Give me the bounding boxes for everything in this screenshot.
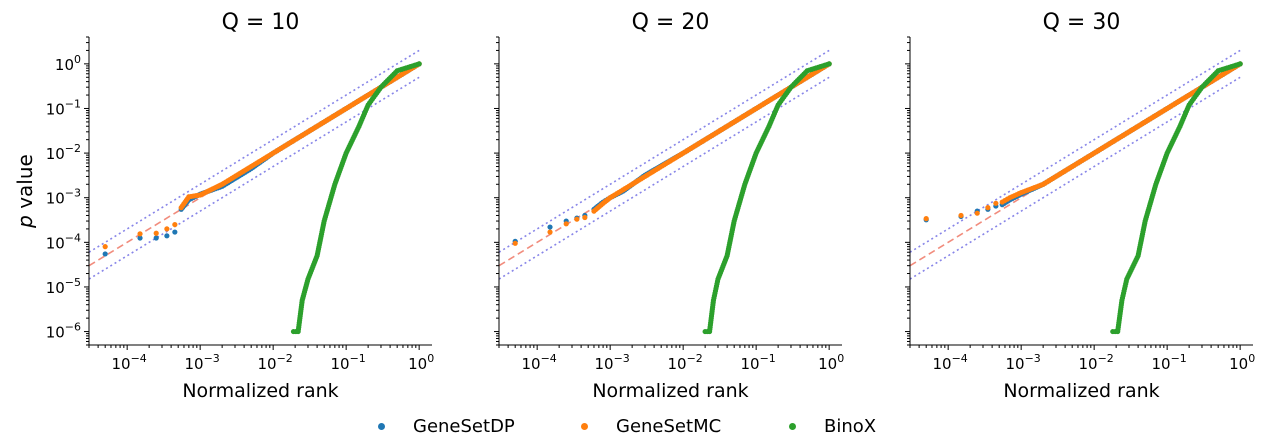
legend-item-binox: BinoX [789, 412, 876, 440]
series-binox [1110, 61, 1243, 335]
data-point [153, 230, 159, 236]
upper-bound-line [909, 49, 1241, 253]
data-point [547, 224, 553, 230]
data-point [958, 212, 964, 219]
x-axis-label: Normalized rank [1003, 380, 1159, 402]
tick-label: 10−2 [668, 352, 703, 373]
upper-bound-line [88, 49, 420, 253]
data-point [993, 200, 999, 206]
legend-item-genesetdp: GeneSetDP [378, 412, 515, 440]
panel-3: 10−4 10−3 10−2 10−1 100 Q = 30 Normalized rank [905, 10, 1255, 402]
data-point [102, 251, 108, 257]
tick-label: 10−1 [740, 352, 775, 373]
upper-bound-line [498, 49, 830, 253]
series-genesetmc [923, 61, 1243, 222]
series-genesetdp [923, 61, 1243, 223]
tick-label: 10−1 [1151, 352, 1186, 373]
data-point [153, 235, 159, 241]
x-axis-label: Normalized rank [182, 380, 338, 402]
tick-label: 10−3 [46, 187, 81, 208]
legend-label-binox: BinoX [824, 415, 877, 437]
legend-label-genesetmc: GeneSetMC [616, 415, 722, 437]
panel-1: 10−4 10−3 10−2 10−1 100 10−6 10−5 10−4 10−3 10−2 1… [13, 10, 434, 402]
data-point [923, 216, 929, 222]
panel-title: Q = 20 [632, 10, 710, 35]
tick-label: 100 [818, 352, 844, 373]
tick-label: 10−2 [46, 142, 81, 163]
panel-2: 10−4 10−3 10−2 10−1 100 Q = 20 Normalized rank [494, 10, 844, 402]
series-binox [290, 61, 422, 335]
tick-label: 10−2 [258, 352, 293, 373]
tick-label: 10−3 [185, 352, 220, 373]
data-point [582, 214, 588, 221]
legend-marker-genesetmc [581, 422, 588, 430]
legend-label-genesetdp: GeneSetDP [413, 415, 515, 437]
x-axis-label: Normalized rank [592, 380, 748, 402]
panel-title: Q = 10 [222, 10, 300, 35]
tick-label: 10−5 [46, 276, 81, 297]
tick-label: 10−6 [46, 321, 81, 342]
tick-label: 100 [1229, 352, 1255, 373]
panel-title: Q = 30 [1043, 10, 1121, 35]
data-point [102, 244, 108, 250]
data-point [985, 205, 991, 211]
data-point [137, 235, 143, 241]
data-point [547, 229, 553, 235]
data-point [164, 226, 170, 232]
legend: GeneSetDP GeneSetMC BinoX [0, 412, 1265, 440]
tick-label: 10−2 [1079, 352, 1114, 373]
data-point [172, 229, 178, 235]
tick-label: 10−3 [1006, 352, 1041, 373]
data-point [512, 240, 518, 246]
tick-label: 10−4 [522, 352, 557, 373]
tick-label: 10−4 [933, 352, 968, 373]
data-point [974, 210, 980, 216]
data-point [164, 233, 170, 239]
y-axis-label: p value [13, 154, 37, 229]
data-point [574, 216, 580, 222]
tick-label: 100 [408, 352, 434, 373]
tick-label: 10−3 [595, 352, 630, 373]
tick-label: 100 [55, 53, 81, 74]
data-point [1237, 61, 1243, 67]
series-binox [702, 61, 832, 335]
tick-label: 10−1 [46, 97, 81, 118]
legend-item-genesetmc: GeneSetMC [581, 412, 721, 440]
tick-label: 10−4 [112, 352, 147, 373]
data-point [137, 231, 143, 237]
legend-marker-binox [789, 422, 796, 430]
data-point [416, 61, 422, 67]
data-point [826, 61, 832, 67]
legend-marker-genesetdp [378, 422, 385, 430]
data-point [172, 221, 178, 228]
series-genesetmc [512, 61, 832, 246]
data-point [563, 221, 569, 227]
series-genesetmc [102, 61, 422, 250]
tick-label: 10−1 [330, 352, 365, 373]
tick-label: 10−4 [46, 231, 81, 252]
